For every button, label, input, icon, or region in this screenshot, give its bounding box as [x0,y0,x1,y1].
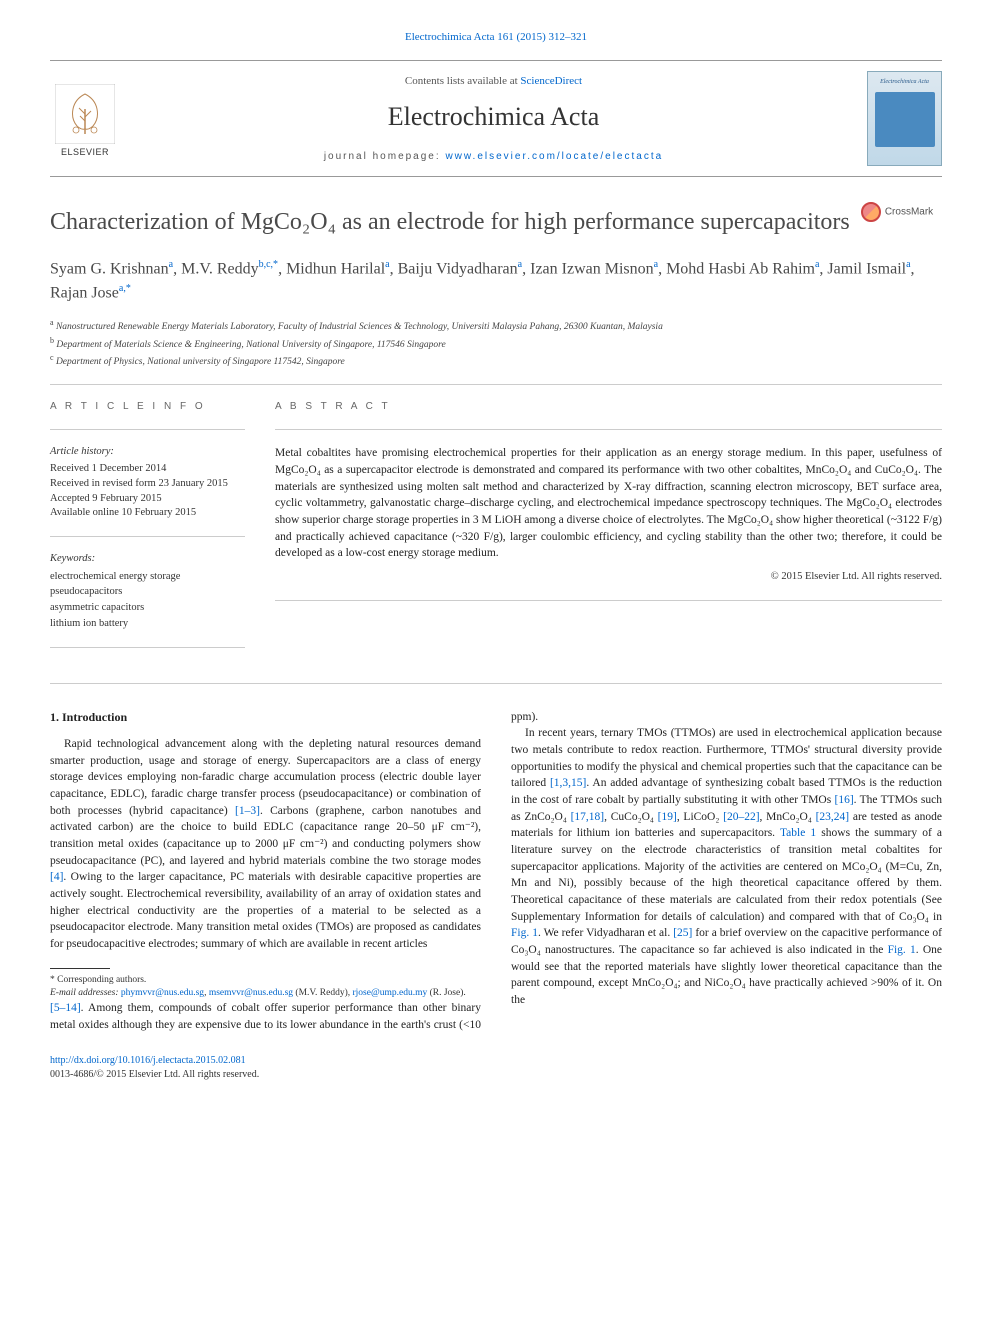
doi-link[interactable]: http://dx.doi.org/10.1016/j.electacta.20… [50,1055,246,1066]
cover-title: Electrochimica Acta [880,78,929,86]
divider [275,600,942,601]
divider [50,683,942,684]
keywords-heading: Keywords: [50,552,245,567]
history-heading: Article history: [50,445,245,460]
issn-copyright: 0013-4686/© 2015 Elsevier Ltd. All right… [50,1069,259,1080]
email-addresses: E-mail addresses: phymvvr@nus.edu.sg, ms… [50,987,481,1000]
divider [50,647,245,648]
header-citation: Electrochimica Acta 161 (2015) 312–321 [50,30,942,45]
info-abstract-row: A R T I C L E I N F O Article history: R… [50,400,942,662]
body-columns: 1. Introduction Rapid technological adva… [50,709,942,1034]
paragraph-1: Rapid technological advancement along wi… [50,736,481,953]
divider [275,429,942,430]
divider [50,536,245,537]
abstract-copyright: © 2015 Elsevier Ltd. All rights reserved… [275,570,942,585]
email-3-name: (R. Jose). [427,988,466,998]
section-1-heading: 1. Introduction [50,709,481,726]
article-title: Characterization of MgCo₂O₄ as an electr… [50,207,942,238]
citation-link[interactable]: Electrochimica Acta 161 (2015) 312–321 [405,31,587,43]
corresponding-note: * Corresponding authors. [50,974,481,987]
masthead-center: Contents lists available at ScienceDirec… [120,74,867,165]
history-dates: Received 1 December 2014Received in revi… [50,462,245,521]
publisher-logo: ELSEVIER [50,79,120,159]
authors-list: Syam G. Krishnana, M.V. Reddyb,c,*, Midh… [50,257,942,306]
homepage-prefix: journal homepage: [324,151,446,162]
email-link-2[interactable]: msemvvr@nus.edu.sg [209,988,293,998]
journal-cover-thumbnail: Electrochimica Acta [867,71,942,166]
email-link-1[interactable]: phymvvr@nus.edu.sg [121,988,204,998]
masthead: ELSEVIER Contents lists available at Sci… [50,60,942,177]
email-link-3[interactable]: rjose@ump.edu.my [353,988,428,998]
article-info-sidebar: A R T I C L E I N F O Article history: R… [50,400,245,662]
emails-label: E-mail addresses: [50,988,121,998]
homepage-link[interactable]: www.elsevier.com/locate/electacta [445,151,663,162]
footnote-separator [50,968,110,969]
footnotes: * Corresponding authors. E-mail addresse… [50,974,481,1001]
article-info-heading: A R T I C L E I N F O [50,400,245,414]
affiliations: a Nanostructured Renewable Energy Materi… [50,317,942,369]
doi-block: http://dx.doi.org/10.1016/j.electacta.20… [50,1054,942,1082]
abstract-heading: A B S T R A C T [275,400,942,414]
contents-prefix: Contents lists available at [405,75,520,87]
divider [50,384,942,385]
elsevier-tree-icon [55,84,115,144]
divider [50,429,245,430]
homepage-line: journal homepage: www.elsevier.com/locat… [120,150,867,164]
crossmark-label: CrossMark [885,207,933,218]
abstract-block: A B S T R A C T Metal cobaltites have pr… [275,400,942,662]
crossmark-icon [861,202,881,222]
email-1-name: (M.V. Reddy), [293,988,352,998]
keywords-list: electrochemical energy storagepseudocapa… [50,569,245,632]
sciencedirect-link[interactable]: ScienceDirect [520,75,582,87]
crossmark-badge[interactable]: CrossMark [852,202,942,222]
paragraph-3: In recent years, ternary TMOs (TTMOs) ar… [511,725,942,1008]
journal-name: Electrochimica Acta [120,99,867,135]
publisher-name: ELSEVIER [61,146,109,159]
contents-line: Contents lists available at ScienceDirec… [120,74,867,89]
cover-image-placeholder [875,92,935,147]
abstract-text: Metal cobaltites have promising electroc… [275,445,942,562]
